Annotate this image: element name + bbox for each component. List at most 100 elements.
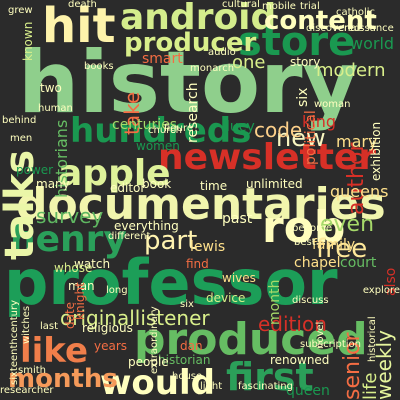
word-everything: everything	[114, 219, 179, 233]
word-long: long	[106, 285, 128, 296]
word-researcher: researcher	[0, 385, 54, 396]
word-women: women	[136, 139, 180, 153]
word-political: political	[303, 110, 319, 165]
word-renowned: renowned	[270, 353, 330, 367]
word-modern: modern	[316, 60, 386, 81]
word-editor: editor	[110, 181, 146, 195]
word-rob: rob	[262, 202, 346, 253]
word-best: best	[294, 237, 316, 248]
word-find: find	[186, 257, 209, 271]
word-code: code	[254, 118, 303, 142]
word-six: six	[295, 87, 311, 107]
word-human: human	[38, 103, 73, 114]
word-queen: queen	[286, 383, 330, 399]
word-content: content	[264, 6, 377, 36]
word-six: six	[180, 299, 194, 310]
word-knight: knight	[73, 282, 87, 320]
word-free: free	[316, 234, 368, 264]
word-grew: grew	[8, 5, 33, 16]
word-professor: professor	[4, 246, 338, 319]
word-even: even	[320, 212, 375, 237]
word-lewis: lewis	[190, 239, 226, 255]
word-documentaries: documentaries	[16, 179, 386, 230]
word-man: man	[68, 279, 95, 293]
word-device: device	[206, 291, 246, 305]
word-religious: religious	[82, 321, 133, 335]
word-life: life	[360, 372, 381, 400]
word-renaissance: renaissance	[334, 23, 394, 34]
word-two: two	[40, 81, 62, 95]
word-part: part	[144, 226, 198, 256]
word-men: men	[10, 133, 33, 144]
word-historian: historian	[158, 353, 211, 367]
word-author: author	[344, 142, 369, 216]
word-edition: edition	[258, 312, 327, 336]
word-android: android	[120, 0, 277, 38]
word-trial: trial	[300, 1, 320, 12]
word-newsletter: newsletter	[158, 137, 377, 178]
word-explore: explore	[362, 285, 400, 296]
word-many: many	[36, 177, 70, 191]
word-time: time	[200, 179, 228, 193]
word-different: different	[108, 231, 151, 242]
word-death: death	[68, 0, 97, 10]
word-behind: behind	[2, 115, 37, 126]
word-produced: produced	[134, 314, 368, 365]
word-light: light	[200, 381, 223, 392]
word-monarch: monarch	[190, 63, 235, 74]
word-house: house	[172, 371, 203, 382]
word-first: first	[226, 355, 314, 399]
word-hit: hit	[42, 0, 116, 54]
word-store: store	[238, 19, 356, 65]
word-last: last	[40, 321, 59, 332]
word-woman: woman	[314, 99, 351, 110]
word-subscription: subscription	[300, 339, 361, 350]
word-whose: whose	[54, 261, 93, 275]
word-henry: henry	[10, 219, 127, 260]
word-originallistener: originallistener	[60, 306, 210, 330]
word-lucy: lucy	[226, 119, 255, 135]
word-smith: smith	[18, 365, 46, 376]
word-exhibition: exhibition	[369, 121, 383, 181]
word-hundreds: hundreds	[70, 111, 252, 151]
word-unlimited: unlimited	[246, 177, 303, 191]
word-cultural: cultural	[222, 0, 260, 10]
word-like: like	[20, 331, 89, 371]
word-books: books	[84, 61, 114, 72]
word-producer: producer	[124, 28, 257, 58]
word-people: people	[128, 355, 169, 369]
word-month: month	[267, 279, 283, 325]
word-historical: historical	[367, 316, 378, 362]
word-wives: wives	[222, 271, 256, 285]
word-months: months	[8, 364, 118, 394]
word-discuss: discuss	[292, 295, 329, 306]
word-smart: smart	[142, 51, 183, 67]
word-family: family	[312, 237, 356, 253]
word-mobile: mobile	[262, 1, 296, 12]
word-figure: figure	[164, 123, 194, 134]
word-queens: queens	[330, 182, 389, 201]
word-catholic: catholic	[336, 7, 376, 18]
word-apple: apple	[58, 153, 171, 194]
word-audio: audio	[208, 47, 236, 58]
word-witches: witches	[21, 305, 32, 344]
word-past: past	[222, 211, 253, 227]
word-story: story	[290, 55, 321, 69]
word-church: church	[148, 125, 182, 136]
word-power: power	[16, 163, 54, 177]
word-discovered: discovered	[306, 23, 361, 34]
word-known: known	[21, 21, 35, 61]
word-king: king	[302, 112, 337, 131]
word-dan: dan	[180, 339, 203, 353]
word-years: years	[94, 339, 128, 353]
word-fascinating: fascinating	[238, 381, 293, 392]
word-book: book	[142, 177, 172, 191]
word-centuries: centuries	[112, 117, 178, 133]
word-mary: mary	[336, 132, 378, 151]
word-new: new	[276, 124, 326, 152]
word-history: history	[18, 33, 359, 133]
word-become: become	[292, 223, 333, 234]
word-would: would	[100, 363, 215, 400]
word-chapel: chapel	[294, 255, 341, 271]
